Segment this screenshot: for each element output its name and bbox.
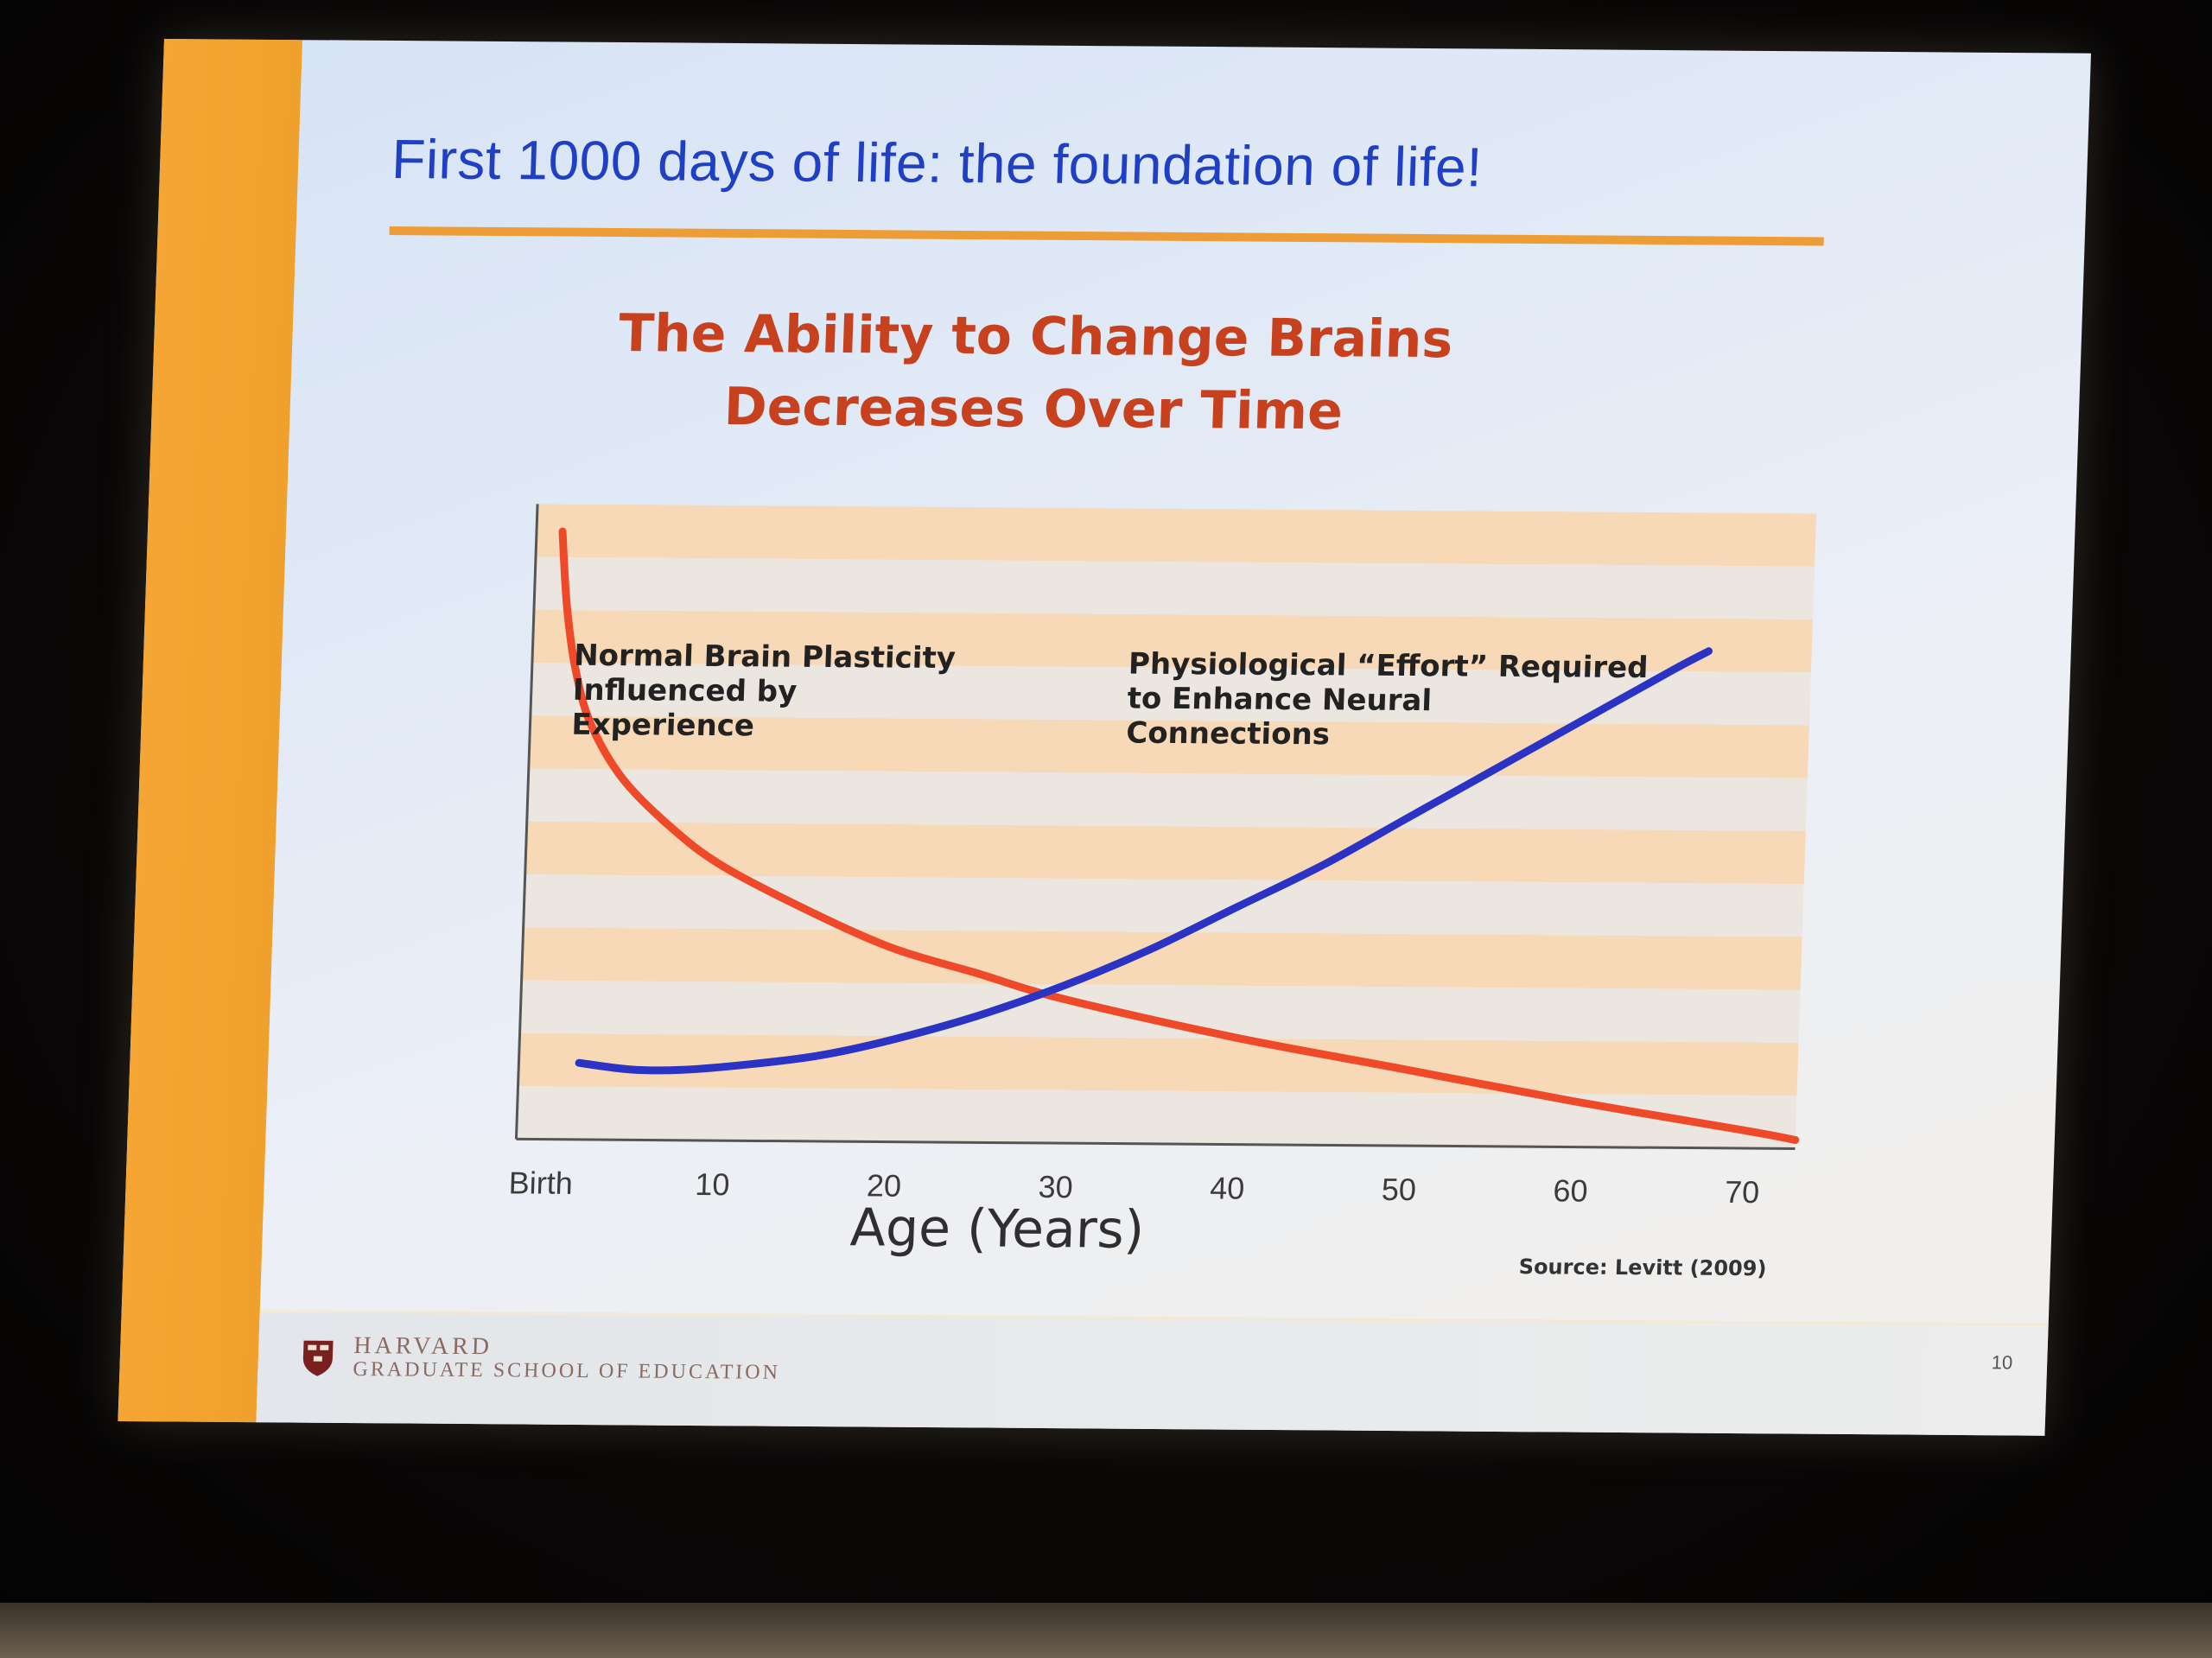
background-band (516, 1086, 1797, 1149)
line-chart (514, 504, 1817, 1150)
x-tick-label: 40 (1209, 1170, 1245, 1206)
projected-slide-frame: First 1000 days of life: the foundation … (118, 39, 2092, 1436)
slide-footer: HARVARD GRADUATE SCHOOL OF EDUCATION 10 (256, 1310, 2049, 1436)
plasticity-label-line-3: Experience (570, 707, 755, 744)
background-band (523, 874, 1804, 937)
background-band (530, 663, 1811, 726)
effort-series-line (575, 647, 1713, 1075)
y-axis-line (514, 504, 539, 1140)
x-axis-line (516, 1137, 1796, 1150)
x-tick-label: 10 (694, 1166, 731, 1203)
background-band (521, 927, 1802, 990)
stage-floor (0, 1603, 2212, 1658)
page-number: 10 (1991, 1351, 2013, 1374)
plasticity-label-line-1: Normal Brain Plasticity (573, 638, 957, 677)
effort-series-label: Physiological “Effort” Required to Enhan… (1126, 647, 1649, 755)
source-citation: Source: Levitt (2009) (1518, 1255, 1767, 1281)
presentation-slide: First 1000 days of life: the foundation … (118, 39, 2092, 1436)
x-tick-label: 50 (1381, 1171, 1417, 1208)
footer-university: HARVARD (353, 1332, 493, 1361)
effort-label-line-2: to Enhance Neural (1127, 681, 1433, 719)
harvard-shield-icon (302, 1340, 334, 1376)
background-band (536, 504, 1817, 567)
background-band (528, 715, 1809, 778)
background-band (524, 821, 1806, 885)
effort-label-line-3: Connections (1125, 715, 1331, 753)
plasticity-series-label: Normal Brain Plasticity Influenced by Ex… (571, 638, 957, 745)
background-band (519, 980, 1801, 1043)
background-band (531, 609, 1813, 673)
plasticity-series-line (558, 527, 1800, 1144)
footer-school: GRADUATE SCHOOL OF EDUCATION (353, 1358, 781, 1384)
x-tick-label: Birth (508, 1165, 574, 1201)
background-band (533, 556, 1815, 619)
x-tick-label: 60 (1552, 1172, 1589, 1209)
effort-label-line-1: Physiological “Effort” Required (1128, 646, 1649, 686)
background-bands (516, 504, 1817, 1149)
plasticity-label-line-2: Influenced by (572, 672, 798, 709)
background-band (526, 768, 1808, 831)
x-axis-label: Age (Years) (849, 1197, 1146, 1261)
x-tick-label: 70 (1724, 1173, 1760, 1210)
